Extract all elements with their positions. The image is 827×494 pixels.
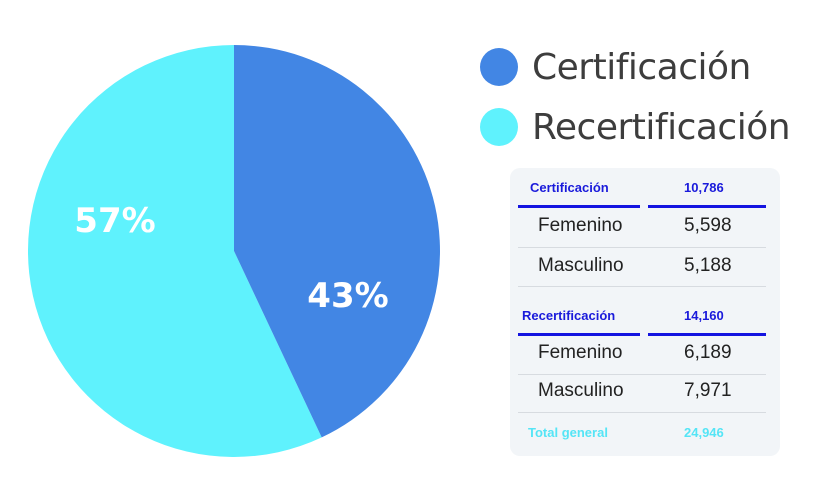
row-divider [518,286,766,287]
header-underline [648,333,766,336]
table-total-value: 24,946 [684,425,724,440]
table-row-label: Femenino [538,342,623,363]
pie-slice-recertificacion [27,45,322,457]
table-row-value: 5,188 [684,255,732,276]
table-header-certificacion-total: 10,786 [684,180,724,195]
header-underline [648,205,766,208]
table-header-certificacion: Certificación [530,180,609,195]
table-row-value: 5,598 [684,215,732,236]
table-row-label: Femenino [538,215,623,236]
pie-chart: 43% 57% [27,45,440,457]
table-row-value: 6,189 [684,342,732,363]
legend-label-certificacion: Certificación [532,46,751,88]
legend-item-certificacion: Certificación [480,42,751,92]
row-divider [518,374,766,375]
table-header-recertificacion: Recertificación [522,308,616,323]
table-row-value: 7,971 [684,380,732,401]
legend-item-recertificacion: Recertificación [480,102,791,152]
header-underline [518,205,640,208]
summary-table: Certificación 10,786 Femenino 5,598 Masc… [510,168,780,456]
table-row-label: Masculino [538,255,624,276]
legend-swatch-recertificacion [480,108,518,146]
pie-label-certificacion: 43% [307,276,388,316]
row-divider [518,247,766,248]
legend-swatch-certificacion [480,48,518,86]
table-header-recertificacion-total: 14,160 [684,308,724,323]
row-divider [518,412,766,413]
table-row-label: Masculino [538,380,624,401]
pie-label-recertificacion: 57% [74,201,155,241]
pie-slice-certificacion [234,45,440,438]
header-underline [518,333,640,336]
legend-label-recertificacion: Recertificación [532,106,791,148]
table-total-label: Total general [528,425,608,440]
